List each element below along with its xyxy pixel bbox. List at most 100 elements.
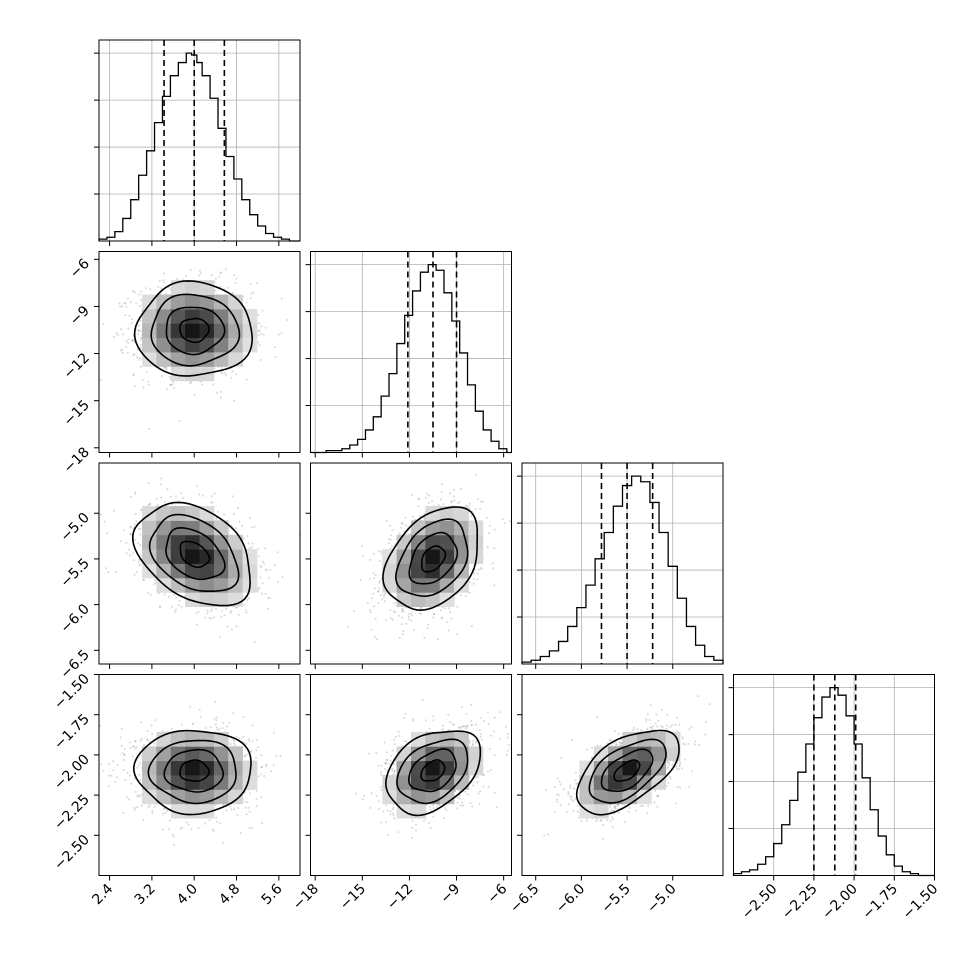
sample-point	[159, 483, 162, 486]
sample-point	[162, 808, 165, 811]
sample-point	[171, 383, 174, 386]
sample-point	[368, 609, 371, 612]
sample-point	[197, 610, 200, 613]
sample-point	[223, 513, 226, 516]
sample-point	[232, 291, 235, 294]
sample-point	[142, 818, 145, 821]
sample-point	[347, 625, 349, 628]
density-cell	[142, 352, 157, 367]
sample-point	[214, 289, 217, 292]
sample-point	[268, 596, 271, 599]
sample-point	[220, 609, 223, 612]
sample-point	[249, 283, 252, 286]
sample-point	[440, 617, 443, 620]
sample-point	[405, 524, 408, 527]
sample-point	[255, 756, 257, 759]
sample-point	[136, 333, 139, 336]
sample-point	[230, 808, 233, 811]
sample-point	[389, 547, 392, 550]
sample-point	[129, 747, 132, 750]
sample-point	[146, 730, 149, 733]
sample-point	[130, 322, 133, 324]
sample-point	[225, 809, 228, 812]
scatter-panel-1-0	[94, 251, 301, 458]
sample-point	[377, 602, 380, 604]
sample-point	[353, 610, 356, 613]
sample-point	[130, 525, 133, 528]
sample-point	[257, 341, 260, 344]
sample-point	[401, 610, 404, 613]
contour-line	[148, 513, 240, 592]
sample-point	[440, 483, 443, 486]
sample-point	[281, 576, 284, 579]
contour-line	[133, 280, 254, 377]
panel-frame	[310, 462, 512, 665]
sample-point	[149, 593, 152, 596]
sample-point	[378, 582, 381, 584]
sample-point	[130, 339, 133, 342]
sample-point	[456, 605, 459, 608]
density-cell	[170, 337, 186, 353]
sample-point	[220, 366, 223, 369]
sample-point	[136, 806, 139, 809]
sample-point	[468, 502, 471, 505]
sample-point	[222, 721, 224, 724]
sample-point	[148, 740, 151, 743]
sample-point	[211, 274, 213, 277]
sample-point	[246, 599, 249, 601]
sample-point	[211, 501, 214, 504]
sample-point	[121, 348, 123, 351]
sample-point	[132, 373, 135, 376]
sample-point	[121, 351, 124, 354]
sample-point	[124, 302, 127, 305]
sample-point	[418, 612, 421, 615]
sample-point	[366, 602, 369, 605]
sample-point	[246, 535, 249, 538]
sample-point	[477, 568, 480, 571]
sample-point	[447, 607, 450, 610]
sample-point	[401, 608, 404, 611]
sample-point	[253, 525, 256, 528]
sample-point	[139, 344, 142, 346]
density-cell	[228, 563, 243, 579]
sample-point	[134, 512, 137, 515]
sample-point	[273, 564, 276, 567]
sample-point	[211, 828, 214, 831]
sample-point	[165, 366, 168, 369]
sample-point	[175, 608, 177, 611]
sample-point	[140, 509, 143, 512]
sample-point	[229, 611, 232, 614]
sample-point	[391, 618, 394, 621]
sample-point	[130, 318, 133, 321]
sample-point	[157, 286, 160, 288]
sample-point	[232, 512, 235, 515]
sample-point	[190, 828, 193, 831]
sample-point	[264, 592, 267, 595]
sample-point	[127, 342, 130, 344]
contour-line	[394, 518, 469, 598]
sample-point	[274, 355, 277, 358]
sample-point	[136, 795, 139, 798]
sample-point	[175, 596, 178, 599]
sample-point	[215, 518, 218, 521]
density-cell	[228, 323, 243, 339]
sample-point	[218, 635, 221, 638]
sample-point	[199, 272, 202, 275]
sample-point	[391, 545, 394, 548]
sample-point	[162, 812, 165, 815]
sample-point	[180, 492, 183, 495]
sample-point	[247, 806, 250, 809]
sample-point	[401, 633, 404, 636]
sample-point	[168, 819, 171, 822]
density-cell	[439, 506, 455, 521]
sample-point	[258, 587, 261, 590]
sample-point	[433, 613, 435, 616]
sample-point	[480, 500, 483, 503]
density-cell	[199, 577, 215, 593]
sample-point	[383, 593, 385, 596]
sample-point	[155, 497, 158, 500]
sample-point	[426, 493, 429, 495]
sample-point	[132, 527, 135, 530]
sample-point	[125, 345, 128, 348]
